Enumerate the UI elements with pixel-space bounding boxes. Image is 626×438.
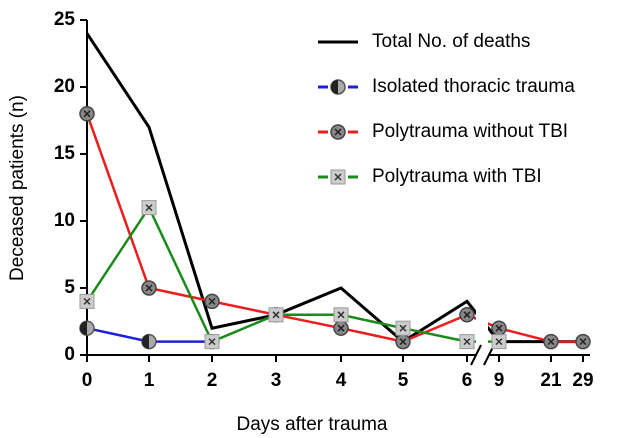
axis-break-mask	[476, 20, 488, 359]
marker-x	[495, 324, 503, 332]
line	[85, 113, 583, 343]
y-tick-label: 0	[64, 344, 75, 365]
markers	[79, 106, 591, 350]
marker-x	[337, 311, 345, 319]
legend-label: Polytrauma without TBI	[372, 121, 568, 142]
marker-half	[80, 321, 87, 336]
axis-break	[470, 344, 482, 366]
marker-x	[208, 338, 216, 346]
marker-x	[463, 311, 471, 319]
marker-half	[142, 334, 149, 349]
legend-label: Isolated thoracic trauma	[372, 76, 575, 97]
markers	[79, 320, 220, 350]
y-tick-label: 20	[54, 76, 75, 97]
y-axis-label: Deceased patients (n)	[7, 95, 28, 281]
x-tick-label: 3	[271, 370, 282, 391]
x-tick-label: 2	[207, 370, 218, 391]
marker-x	[399, 324, 407, 332]
line	[85, 32, 583, 344]
x-tick-label: 9	[494, 370, 505, 391]
series	[85, 113, 583, 343]
marker-x	[399, 338, 407, 346]
y-tick-label: 10	[54, 210, 75, 231]
y-tick-label: 25	[54, 9, 76, 30]
marker-x	[83, 110, 91, 118]
legend-label: Total No. of deaths	[372, 31, 530, 52]
series	[85, 205, 499, 344]
x-tick-label: 21	[540, 370, 562, 391]
series	[85, 32, 583, 344]
markers	[79, 200, 507, 350]
marker-x	[208, 297, 216, 305]
marker-x	[145, 284, 153, 292]
marker-x	[463, 338, 471, 346]
marker-x	[547, 338, 555, 346]
marker-x	[337, 324, 345, 332]
marker-x	[145, 204, 153, 212]
marker-x	[83, 297, 91, 305]
marker-x	[334, 128, 342, 136]
x-tick-label: 5	[398, 370, 409, 391]
marker-x	[579, 338, 587, 346]
line	[85, 205, 499, 344]
legend-label: Polytrauma with TBI	[372, 166, 542, 187]
y-tick-label: 15	[54, 143, 76, 164]
x-tick-label: 0	[82, 370, 93, 391]
x-tick-label: 1	[144, 370, 155, 391]
marker-x	[334, 173, 342, 181]
x-axis-label: Days after trauma	[237, 414, 388, 435]
x-tick-label: 29	[572, 370, 593, 391]
marker-x	[272, 311, 280, 319]
marker-half	[331, 80, 338, 94]
marker-x	[495, 338, 503, 346]
x-tick-label: 4	[336, 370, 347, 391]
y-tick-label: 5	[64, 277, 75, 298]
x-tick-label: 6	[462, 370, 473, 391]
